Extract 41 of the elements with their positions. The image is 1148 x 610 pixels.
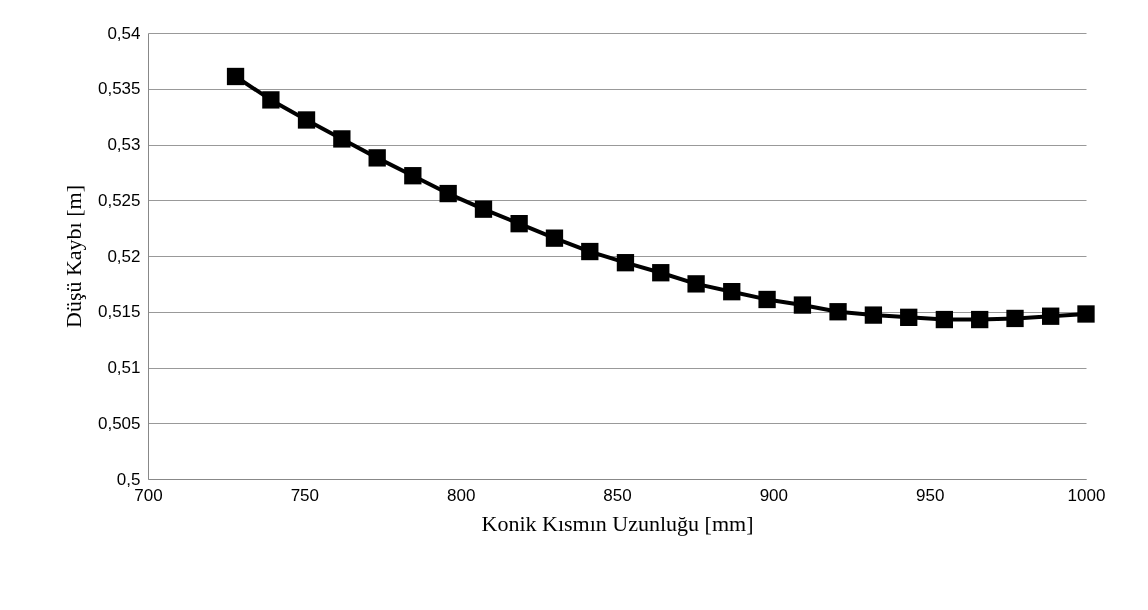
point [333, 130, 351, 148]
point [758, 290, 776, 309]
x-tick-label: 950 [915, 485, 945, 505]
y-axis-title: Düşü Kaybı [m] [60, 185, 86, 328]
y-tick-label: 0,525 [97, 190, 141, 210]
point [545, 229, 564, 247]
point [723, 283, 741, 301]
point [687, 275, 705, 293]
point [935, 310, 954, 329]
point [510, 215, 528, 233]
point [1042, 307, 1060, 325]
point [616, 254, 635, 272]
point [474, 200, 493, 218]
point [226, 67, 245, 86]
x-tick-label: 800 [446, 485, 476, 505]
y-tick-label: 0,535 [97, 79, 141, 99]
point [404, 167, 422, 185]
x-tick-label: 1000 [1067, 485, 1106, 505]
x-tick-label: 750 [290, 485, 320, 505]
point [1006, 309, 1024, 328]
point [581, 242, 599, 261]
y-tick-label: 0,54 [107, 23, 141, 43]
point [368, 149, 386, 167]
point [439, 184, 457, 203]
point [262, 91, 280, 109]
y-tick-label: 0,53 [107, 135, 141, 154]
y-tick-label: 0,505 [97, 413, 141, 433]
point [652, 264, 670, 282]
y-tick-label: 0,52 [107, 246, 141, 266]
y-tick-label: 0,51 [107, 358, 141, 377]
x-tick-label: 900 [759, 485, 789, 505]
point [829, 303, 847, 321]
point [864, 306, 883, 324]
x-axis-title: Konik Kısmın Uzunluğu [mm] [481, 510, 754, 536]
point [971, 310, 989, 329]
point [900, 308, 918, 326]
point [793, 296, 812, 314]
point [1077, 305, 1095, 323]
x-tick-label: 850 [603, 485, 632, 505]
y-tick-label: 0,515 [97, 302, 141, 322]
point [297, 111, 316, 129]
